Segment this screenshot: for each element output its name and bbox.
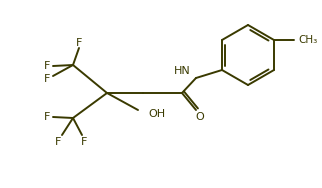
Text: F: F: [44, 61, 50, 71]
Text: OH: OH: [148, 109, 165, 119]
Text: F: F: [55, 137, 61, 147]
Text: HN: HN: [174, 66, 191, 76]
Text: F: F: [44, 112, 50, 122]
Text: O: O: [196, 112, 204, 122]
Text: CH₃: CH₃: [298, 35, 317, 45]
Text: F: F: [44, 74, 50, 84]
Text: F: F: [81, 137, 87, 147]
Text: F: F: [76, 38, 82, 48]
